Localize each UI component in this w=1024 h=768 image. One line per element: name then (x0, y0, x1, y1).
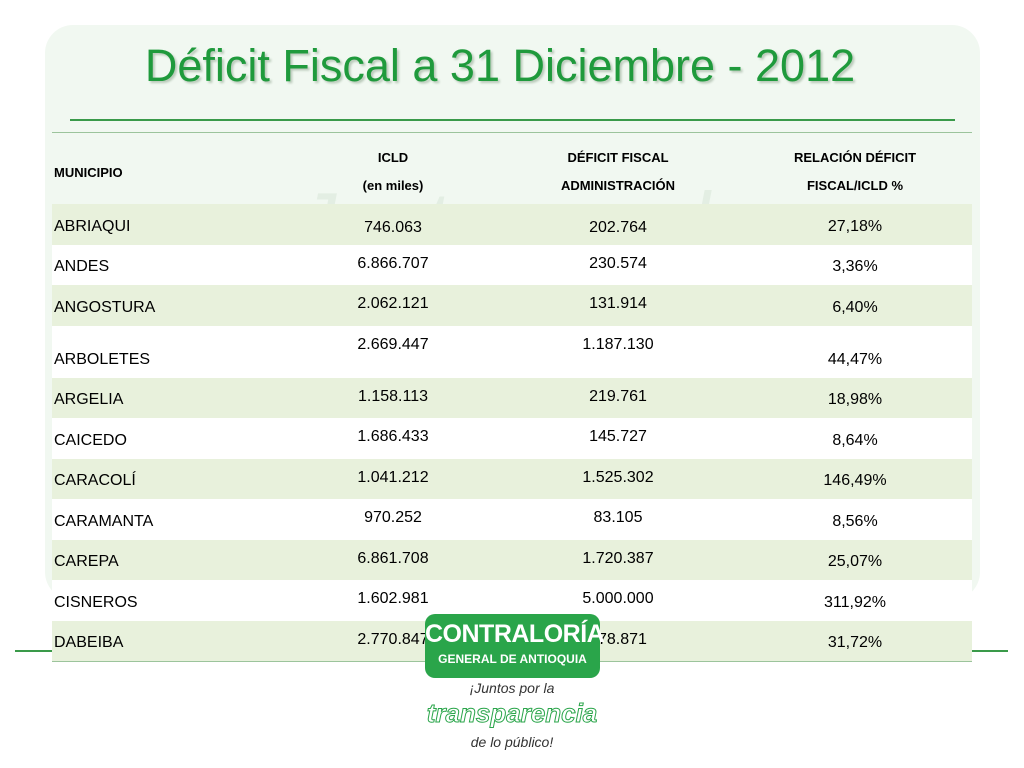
header-cell: MUNICIPIO (54, 159, 123, 187)
cell: 1.686.433 (357, 428, 429, 445)
cell: 2.062.121 (357, 295, 429, 312)
cell: 970.252 (364, 509, 422, 526)
cell: 3,36% (832, 258, 878, 275)
cell: 1.525.302 (582, 468, 654, 486)
cell: CISNEROS (54, 593, 138, 611)
slogan-3: de lo público! (470, 734, 554, 750)
cell: ABRIAQUI (54, 217, 131, 235)
title: Déficit Fiscal a 31 Diciembre - 2012 (144, 40, 856, 91)
cell: 6,40% (832, 298, 878, 316)
cell: ARGELIA (54, 391, 124, 408)
header-line: ADMINISTRACIÓN (560, 178, 676, 193)
cell: 83.105 (593, 509, 643, 526)
header-line: (en miles) (362, 178, 424, 193)
row-bg (52, 580, 972, 621)
cell: 31,72% (827, 634, 883, 651)
cell: DABEIBA (54, 634, 124, 651)
cell: CAREPA (54, 553, 119, 570)
header-line: ICLD (377, 150, 409, 165)
cell: 6.861.708 (357, 549, 429, 567)
cell: 6.866.707 (357, 254, 429, 272)
cell: 1.720.387 (582, 549, 654, 567)
row-bg (52, 325, 972, 378)
title-rule (70, 119, 955, 121)
header-cell: RELACIÓN DÉFICIT FISCAL/ICLD % (745, 144, 965, 200)
row-bg (52, 377, 972, 418)
row-bg (52, 499, 972, 540)
cell: 746.063 (364, 219, 422, 236)
cell: 146,49% (823, 472, 887, 489)
cell: 8,56% (832, 512, 878, 530)
header-line: FISCAL/ICLD % (806, 178, 904, 193)
cell: CARACOLÍ (54, 472, 136, 489)
cell: 219.761 (589, 387, 647, 405)
cell: 18,98% (827, 391, 883, 408)
cell: 2.770.847 (357, 630, 429, 648)
header-cell: DÉFICIT FISCAL ADMINISTRACIÓN (508, 144, 728, 200)
slogan-1: ¡Juntos por la (469, 680, 555, 696)
row-bg (52, 458, 972, 499)
cell: 2.669.447 (357, 335, 429, 353)
header-line: RELACIÓN DÉFICIT (793, 150, 917, 165)
row-bg (52, 285, 972, 326)
cell: ANDES (54, 258, 110, 275)
header-cell: ICLD (en miles) (283, 144, 503, 200)
cell: ARBOLETES (54, 350, 151, 368)
row-bg (52, 244, 972, 285)
logo-name: CONTRALORÍA (425, 620, 605, 648)
row-bg (52, 418, 972, 459)
cell: 202.764 (589, 219, 647, 236)
row-bg (52, 539, 972, 580)
cell: 44,47% (827, 350, 883, 368)
cell: 5.000.000 (582, 590, 654, 607)
cell: CARAMANTA (54, 512, 154, 530)
cell: 145.727 (589, 428, 647, 445)
logo-subtitle: GENERAL DE ANTIOQUIA (438, 652, 587, 666)
cell: ANGOSTURA (54, 298, 156, 316)
cell: 27,18% (827, 217, 883, 235)
slogan-2: transparencia (426, 698, 598, 729)
cell: CAICEDO (54, 431, 127, 449)
header-line: DÉFICIT FISCAL (567, 150, 669, 165)
cell: 1.602.981 (357, 590, 429, 607)
cell: 1.187.130 (582, 335, 654, 353)
logo: CONTRALORÍA GENERAL DE ANTIOQUIA (425, 614, 605, 678)
cell: 230.574 (589, 254, 647, 272)
cell: 8,64% (832, 431, 878, 449)
cell: 25,07% (827, 553, 883, 570)
row-bg (52, 204, 972, 245)
cell: 1.158.113 (358, 387, 428, 405)
cell: 1.041.212 (357, 468, 429, 486)
cell: 311,92% (824, 593, 886, 611)
cell: 878.871 (589, 630, 647, 648)
cell: 131.914 (589, 295, 647, 312)
header-rule (52, 132, 972, 133)
header-line: MUNICIPIO (54, 165, 123, 180)
